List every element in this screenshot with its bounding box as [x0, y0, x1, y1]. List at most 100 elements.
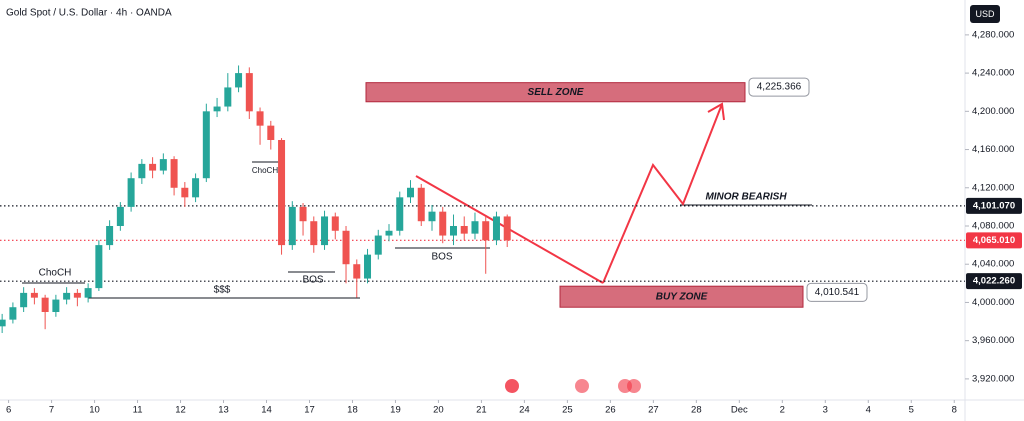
y-tick-label: 4,000.000	[972, 297, 1014, 308]
y-tick-label: 4,280.000	[972, 29, 1014, 40]
x-tick-label: 6	[6, 405, 11, 416]
candle-body	[73, 292, 81, 298]
candle-body	[224, 87, 232, 107]
x-tick-label: 7	[49, 405, 54, 416]
candle-body	[30, 292, 38, 298]
candle-body	[52, 299, 60, 312]
candle-body	[63, 292, 71, 300]
candle-body	[374, 235, 382, 255]
candle-body	[95, 245, 103, 289]
y-tick-label: 4,240.000	[972, 68, 1014, 79]
candle-body	[482, 221, 490, 241]
candle-body	[138, 163, 146, 179]
axes: 3,920.000 3,960.000 4,000.000 4,040.000 4,08…	[6, 29, 1014, 415]
candle-body	[331, 216, 339, 231]
annotation: MINOR BEARISH	[705, 192, 787, 203]
event-icons	[505, 379, 641, 393]
annotation: $$$	[214, 285, 231, 296]
candle-body	[353, 264, 361, 279]
x-tick-label: 25	[562, 405, 573, 416]
x-tick-label: 20	[433, 405, 444, 416]
x-tick-label: 8	[952, 405, 957, 416]
candle-body	[310, 221, 318, 246]
price-tag-label: 4,022.260	[973, 276, 1015, 287]
x-tick-label: 21	[476, 405, 487, 416]
x-tick-label: 17	[304, 405, 315, 416]
candle-body	[181, 187, 189, 198]
candle-body	[213, 106, 221, 112]
y-tick-label: 4,160.000	[972, 144, 1014, 155]
x-tick-label: 12	[175, 405, 186, 416]
x-tick-label: 5	[909, 405, 914, 416]
x-tick-label: 2	[780, 405, 785, 416]
y-tick-label: 3,920.000	[972, 373, 1014, 384]
candle-body	[417, 187, 425, 222]
x-tick-label: 4	[866, 405, 871, 416]
x-tick-label: 18	[347, 405, 358, 416]
annotation: BOS	[431, 252, 452, 263]
y-tick-label: 4,200.000	[972, 106, 1014, 117]
candle-body	[278, 139, 286, 246]
candle-body	[256, 111, 264, 126]
candle-body	[84, 288, 92, 298]
structure-lines	[22, 161, 812, 299]
price-tag-label: 4,065.010	[973, 235, 1015, 246]
zone	[365, 82, 746, 103]
y-tick-label: 3,960.000	[972, 335, 1014, 346]
candle-body	[20, 292, 28, 308]
candle-body	[192, 178, 200, 198]
candle-body	[159, 159, 167, 171]
annotation: BOS	[302, 275, 323, 286]
candle-body	[471, 221, 479, 234]
candle-body	[460, 225, 468, 234]
candle-body	[106, 225, 114, 246]
zone-price-label: 4,225.366	[757, 82, 802, 93]
candle-body	[299, 206, 307, 222]
candle-body	[396, 197, 404, 231]
x-tick-label: 28	[691, 405, 702, 416]
candle-body	[116, 206, 124, 226]
zone-price-box	[748, 77, 810, 97]
x-tick-label: 14	[261, 405, 272, 416]
candle-body	[342, 230, 350, 265]
annotation: ChoCH	[39, 268, 72, 279]
candle-body	[321, 216, 329, 246]
price-tag	[966, 273, 1022, 290]
candle-body	[235, 73, 243, 88]
candle-body	[127, 178, 135, 207]
y-tick-label: 4,120.000	[972, 182, 1014, 193]
candle-body	[288, 206, 296, 246]
currency-label[interactable]: USD	[975, 9, 995, 19]
candle-body	[385, 230, 393, 236]
candle-body	[492, 216, 500, 241]
zone-label: SELL ZONE	[528, 87, 584, 98]
candle-body	[202, 111, 210, 179]
x-tick-label: 19	[390, 405, 401, 416]
currency-box[interactable]	[970, 5, 1000, 23]
candle-body	[245, 73, 253, 112]
candle-body	[149, 163, 157, 171]
candle-body	[407, 187, 415, 198]
x-tick-label: 27	[648, 405, 659, 416]
zone-label: BUY ZONE	[656, 291, 708, 302]
zone-price-box	[806, 282, 868, 302]
candle-body	[0, 319, 6, 327]
candle-body	[503, 216, 511, 241]
x-tick-label: 3	[823, 405, 828, 416]
candle-body	[41, 297, 49, 312]
candles	[0, 65, 511, 334]
candle-body	[439, 211, 447, 236]
x-tick-label: 13	[218, 405, 229, 416]
candle-body	[267, 125, 275, 140]
y-tick-label: 4,080.000	[972, 221, 1014, 232]
x-tick-label: 24	[519, 405, 530, 416]
x-tick-label: 10	[89, 405, 100, 416]
y-tick-label: 4,040.000	[972, 259, 1014, 270]
candle-body	[428, 211, 436, 222]
candle-body	[9, 307, 17, 320]
zone	[559, 285, 804, 308]
price-tag-label: 4,101.070	[973, 200, 1015, 211]
price-tag	[966, 197, 1022, 214]
candle-body	[449, 225, 457, 236]
